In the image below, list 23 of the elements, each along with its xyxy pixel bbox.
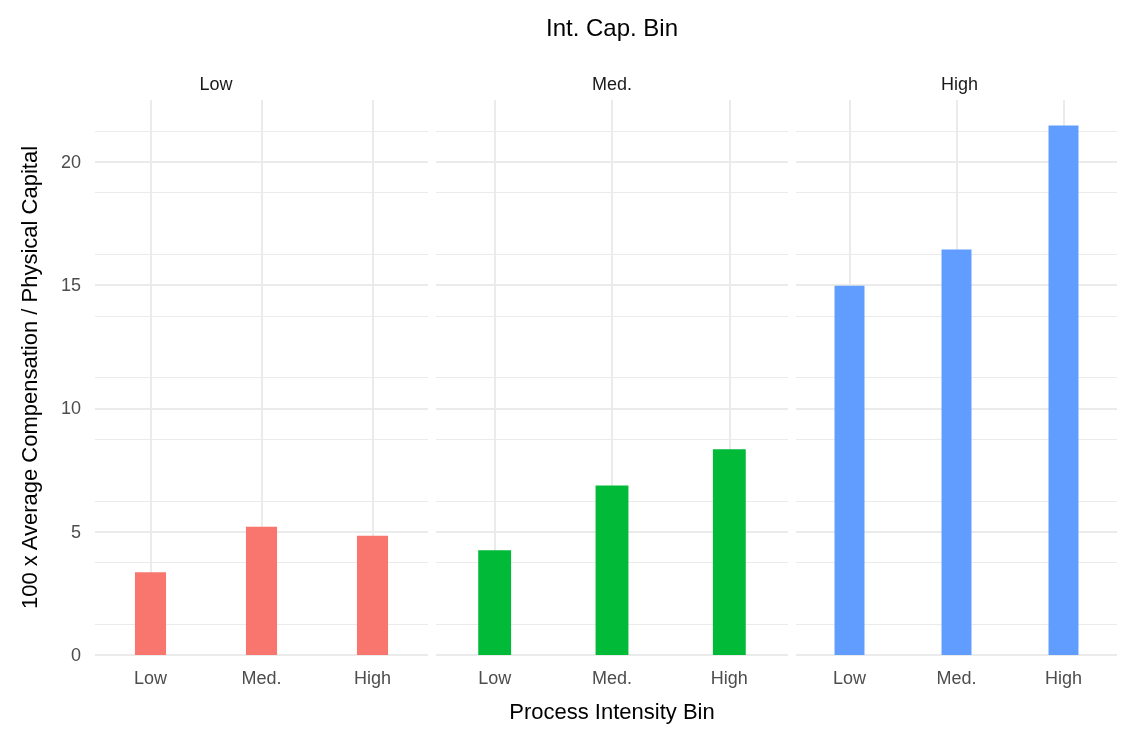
- x-tick-label: Low: [133, 668, 169, 688]
- bar: [356, 535, 389, 655]
- chart-subtitle: Low: [199, 74, 234, 94]
- x-tick-label: Med.: [241, 668, 282, 688]
- y-tick-label: 5: [70, 521, 81, 542]
- x-tick-label: Low: [478, 668, 513, 688]
- x-axis-title: Process Intensity Bin: [509, 698, 715, 724]
- x-tick-label: Low: [832, 668, 868, 688]
- x-tick-label: Med.: [591, 668, 633, 688]
- x-tick-label: High: [1044, 668, 1083, 688]
- x-tick-label: High: [710, 668, 748, 688]
- y-axis-title: 100 x Average Compensation / Physical Capital: [16, 145, 42, 610]
- x-tick-label: Med.: [936, 668, 977, 688]
- bar: [134, 572, 167, 655]
- chart-subtitle: Med.: [591, 74, 633, 94]
- y-tick-label: 0: [70, 645, 81, 665]
- y-tick-label: 10: [60, 398, 81, 419]
- bar: [245, 526, 278, 655]
- y-tick-label: 15: [60, 275, 81, 295]
- y-tick-label: 20: [60, 151, 81, 172]
- chart-title: Int. Cap. Bin: [545, 13, 679, 41]
- chart-subtitle: High: [940, 74, 979, 94]
- x-tick-label: High: [353, 668, 392, 688]
